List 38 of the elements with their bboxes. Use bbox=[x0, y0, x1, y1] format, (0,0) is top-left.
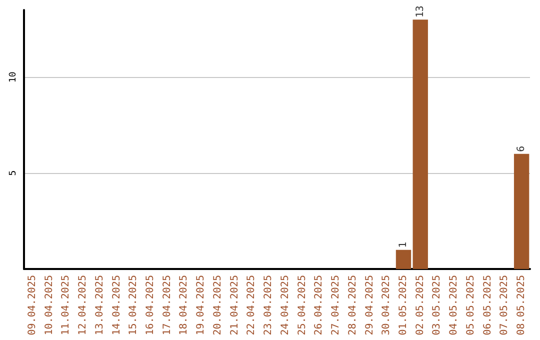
x-tick-label: 12.04.2025 bbox=[78, 275, 89, 336]
x-tick-label: 03.05.2025 bbox=[432, 275, 443, 336]
x-tick-label: 25.04.2025 bbox=[296, 275, 308, 336]
x-tick-label: 21.04.2025 bbox=[229, 275, 240, 336]
x-tick-label: 01.05.2025 bbox=[398, 275, 409, 336]
x-tick-label: 16.04.2025 bbox=[145, 275, 156, 336]
x-tick-label: 04.05.2025 bbox=[448, 275, 460, 336]
x-tick-label: 06.05.2025 bbox=[482, 275, 494, 336]
x-tick-label: 15.04.2025 bbox=[128, 275, 140, 336]
x-tick-label: 18.04.2025 bbox=[178, 275, 190, 336]
x-tick-label: 26.04.2025 bbox=[314, 275, 325, 336]
y-tick-label: 5 bbox=[8, 170, 18, 176]
x-tick-label: 19.04.2025 bbox=[196, 275, 207, 336]
x-tick-label: 28.04.2025 bbox=[347, 275, 358, 336]
bar bbox=[396, 250, 412, 269]
x-tick-label: 13.04.2025 bbox=[94, 275, 106, 336]
x-tick-label: 24.04.2025 bbox=[280, 275, 291, 336]
x-tick-label: 08.05.2025 bbox=[516, 275, 528, 336]
x-tick-label: 20.04.2025 bbox=[212, 275, 224, 336]
x-tick-label: 29.04.2025 bbox=[364, 275, 376, 336]
x-tick-label: 10.04.2025 bbox=[44, 275, 55, 336]
bar bbox=[412, 20, 428, 269]
data-label: 13 bbox=[414, 6, 426, 18]
x-tick-label: 11.04.2025 bbox=[60, 275, 72, 336]
x-tick-label: 05.05.2025 bbox=[465, 275, 476, 336]
x-tick-label: 07.05.2025 bbox=[499, 275, 510, 336]
x-tick-label: 02.05.2025 bbox=[414, 275, 426, 336]
x-tick-label: 22.04.2025 bbox=[246, 275, 258, 336]
x-tick-label: 30.04.2025 bbox=[381, 275, 392, 336]
x-tick-label: 09.04.2025 bbox=[26, 275, 38, 336]
y-tick-label: 10 bbox=[8, 72, 18, 83]
x-tick-label: 27.04.2025 bbox=[330, 275, 342, 336]
bar bbox=[514, 154, 530, 269]
x-tick-label: 17.04.2025 bbox=[162, 275, 173, 336]
data-label: 1 bbox=[398, 242, 409, 248]
data-label: 6 bbox=[516, 146, 528, 152]
x-tick-label: 23.04.2025 bbox=[263, 275, 274, 336]
x-tick-label: 14.04.2025 bbox=[111, 275, 122, 336]
